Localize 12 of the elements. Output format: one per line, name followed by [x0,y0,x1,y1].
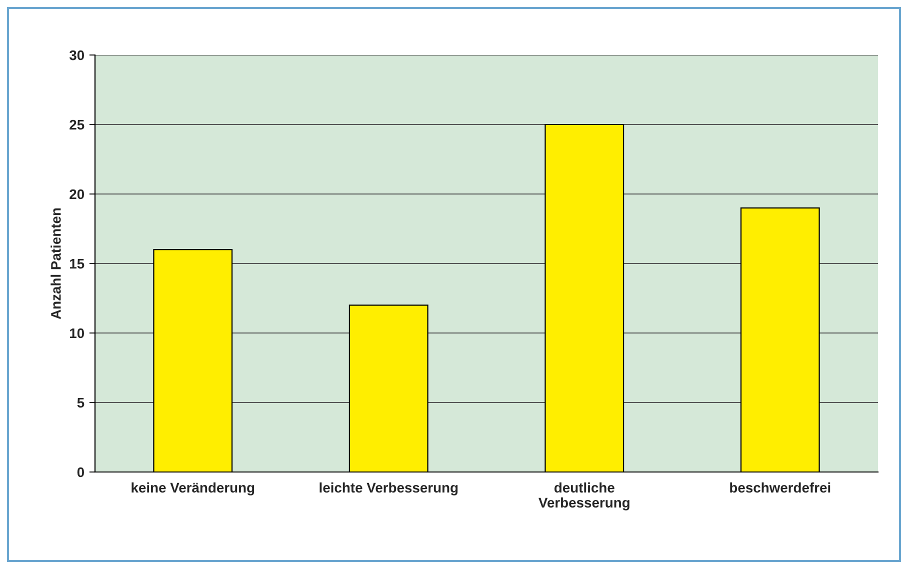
y-tick-label: 20 [70,189,84,200]
y-tick-label: 15 [70,258,84,269]
y-tick-label: 5 [77,398,84,408]
x-tick-label: keine Veränderung [132,482,254,496]
y-tick-label: 30 [69,50,84,60]
y-axis-title: Anzahl Patienten [50,208,61,320]
y-tick-label: 0 [77,467,84,478]
x-tick-label: leichte Verbesserung [320,482,458,496]
y-tick-label: 10 [70,328,84,338]
y-tick-label: 25 [70,120,84,130]
x-tick-label: beschwerdefrei [730,482,830,493]
x-tick-label: deutliche Verbesserung [538,482,630,510]
